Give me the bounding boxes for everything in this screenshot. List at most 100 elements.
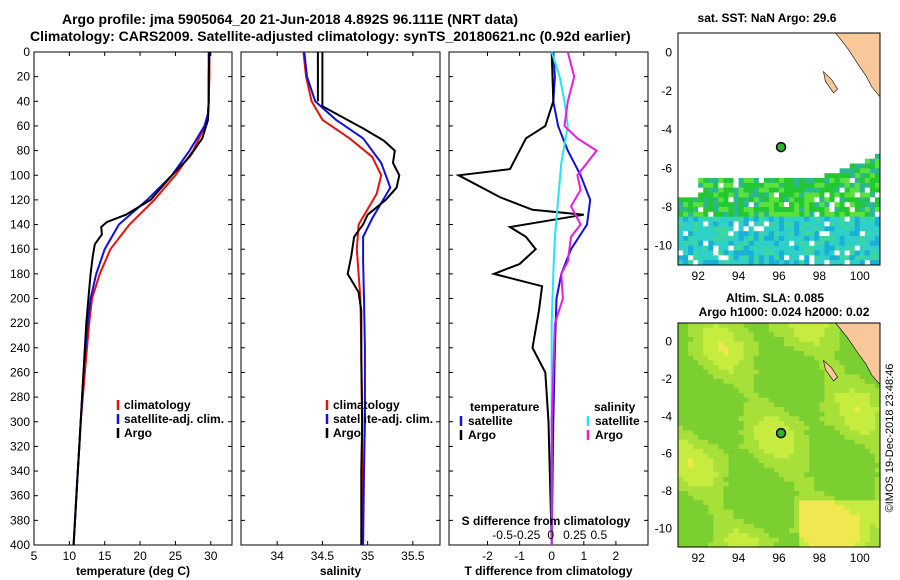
map-cell	[844, 393, 851, 399]
map-cell	[809, 255, 815, 261]
map-cell	[829, 341, 836, 347]
map-cell	[748, 236, 755, 242]
map-cell	[713, 514, 719, 520]
map-cell	[713, 192, 719, 198]
map-cell	[839, 173, 846, 179]
map-cell	[809, 402, 815, 408]
map-cell	[819, 240, 825, 247]
map-cell	[859, 528, 866, 534]
map-cell	[688, 397, 694, 403]
map-cell	[758, 402, 765, 408]
map-cell	[864, 537, 871, 543]
map-cell	[708, 449, 714, 455]
map-cell	[683, 491, 689, 497]
map-cell	[824, 491, 830, 497]
map-cell	[713, 421, 719, 427]
map-cell	[864, 533, 871, 539]
map-cell	[849, 509, 856, 515]
map-x-tick-label: 96	[772, 551, 786, 565]
map-cell	[859, 182, 866, 189]
map-cell	[713, 519, 719, 525]
map-cell	[844, 374, 851, 380]
map-cell	[784, 341, 790, 347]
map-cell	[733, 236, 740, 242]
map-cell	[849, 360, 856, 366]
map-cell	[834, 211, 841, 218]
map-cell	[753, 211, 760, 218]
map-cell	[839, 369, 846, 375]
map-cell	[693, 537, 699, 543]
map-cell	[713, 337, 719, 343]
map-cell	[859, 472, 866, 478]
map-cell	[829, 182, 836, 189]
map-cell	[748, 533, 755, 539]
map-cell	[799, 402, 805, 408]
map-cell	[698, 416, 704, 422]
map-cell	[768, 182, 775, 189]
map-cell	[779, 486, 785, 492]
map-cell	[829, 216, 836, 222]
y-tick-label: 40	[17, 94, 31, 108]
map-cell	[758, 255, 765, 261]
map-cell	[723, 411, 729, 417]
map-cell	[748, 397, 755, 403]
map-cell	[713, 477, 719, 483]
map-cell	[789, 430, 795, 436]
map-cell	[683, 346, 689, 352]
map-cell	[784, 397, 790, 403]
map-cell	[743, 346, 750, 352]
map-cell	[804, 444, 810, 450]
map-cell	[829, 430, 836, 436]
map-cell	[713, 341, 719, 347]
map-cell	[763, 351, 770, 357]
map-cell	[779, 197, 785, 203]
map-cell	[839, 444, 846, 450]
map-cell	[859, 491, 866, 497]
map-cell	[824, 519, 830, 525]
map-cell	[849, 533, 856, 539]
map-cell	[723, 365, 729, 371]
map-cell	[794, 425, 800, 431]
map-cell	[809, 197, 815, 203]
map-cell	[713, 323, 719, 329]
map-cell	[844, 365, 851, 371]
map-cell	[799, 327, 805, 333]
map-sst-map: 92 94 96 98 1000-2-4-6-8-10	[655, 32, 881, 283]
map-cell	[874, 449, 881, 455]
map-cell	[819, 178, 825, 184]
map-cell	[844, 463, 851, 469]
map-cell	[824, 439, 830, 445]
map-cell	[799, 202, 805, 208]
map-cell	[844, 192, 851, 198]
map-cell	[703, 519, 709, 525]
map-cell	[703, 453, 709, 459]
map-cell	[874, 481, 881, 487]
map-cell	[874, 187, 881, 193]
map-cell	[829, 449, 836, 455]
map-cell	[768, 341, 775, 347]
map-cell	[678, 486, 684, 492]
map-cell	[824, 509, 830, 515]
map-cell	[849, 407, 856, 413]
map-cell	[773, 355, 780, 361]
map-cell	[753, 332, 760, 338]
map-cell	[859, 192, 866, 198]
map-cell	[874, 388, 881, 394]
x-tick-label: -2	[482, 549, 493, 563]
map-cell	[678, 341, 684, 347]
map-cell	[844, 202, 851, 208]
map-cell	[678, 240, 684, 247]
map-cell	[779, 236, 785, 242]
map-cell	[844, 509, 851, 515]
map-cell	[814, 528, 820, 534]
map-cell	[683, 231, 689, 237]
map-cell	[733, 500, 740, 506]
map-cell	[698, 411, 704, 417]
map-cell	[839, 187, 846, 193]
argo-marker	[775, 141, 787, 153]
map-cell	[768, 323, 775, 329]
map-cell	[763, 360, 770, 366]
map-cell	[864, 374, 871, 380]
map-cell	[854, 458, 861, 464]
map-cell	[698, 523, 704, 529]
